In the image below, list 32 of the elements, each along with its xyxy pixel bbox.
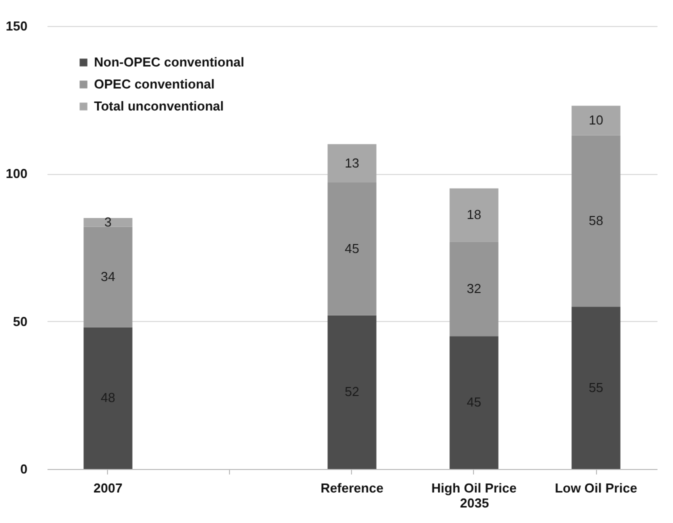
y-tick-label: 100 bbox=[6, 166, 28, 182]
bar bbox=[328, 182, 376, 316]
bar bbox=[450, 336, 498, 469]
text: 2035 bbox=[460, 496, 489, 510]
y-tick-label: 50 bbox=[13, 314, 28, 329]
data-label: 3 bbox=[104, 214, 112, 230]
x-tick-label: 2007 bbox=[94, 480, 122, 496]
data-label: 13 bbox=[344, 155, 360, 170]
data-label: 32 bbox=[466, 280, 482, 296]
bar bbox=[450, 188, 498, 242]
y-tick-label: 0 bbox=[20, 462, 28, 476]
data-label: 18 bbox=[466, 207, 482, 222]
legend-label: OPEC conventional bbox=[94, 76, 215, 92]
legend-label: Total unconventional bbox=[94, 98, 224, 114]
bar bbox=[84, 327, 132, 469]
bar bbox=[328, 315, 376, 469]
bar bbox=[84, 218, 132, 227]
bar bbox=[572, 306, 620, 469]
x-tick-label: Low Oil Price bbox=[554, 480, 638, 496]
bar bbox=[328, 144, 376, 183]
bar bbox=[572, 135, 620, 307]
x-tick-label: Reference bbox=[320, 480, 384, 496]
data-label: 58 bbox=[588, 212, 604, 228]
bar bbox=[84, 226, 132, 328]
y-tick-label: 150 bbox=[6, 18, 28, 34]
bar bbox=[572, 106, 620, 136]
data-label: 34 bbox=[100, 269, 116, 284]
bar bbox=[450, 242, 498, 336]
data-label: 10 bbox=[588, 112, 604, 128]
legend-label: Non-OPEC conventional bbox=[94, 54, 244, 70]
data-label: 45 bbox=[344, 240, 360, 256]
x-tick-label: High Oil Price bbox=[431, 480, 517, 496]
